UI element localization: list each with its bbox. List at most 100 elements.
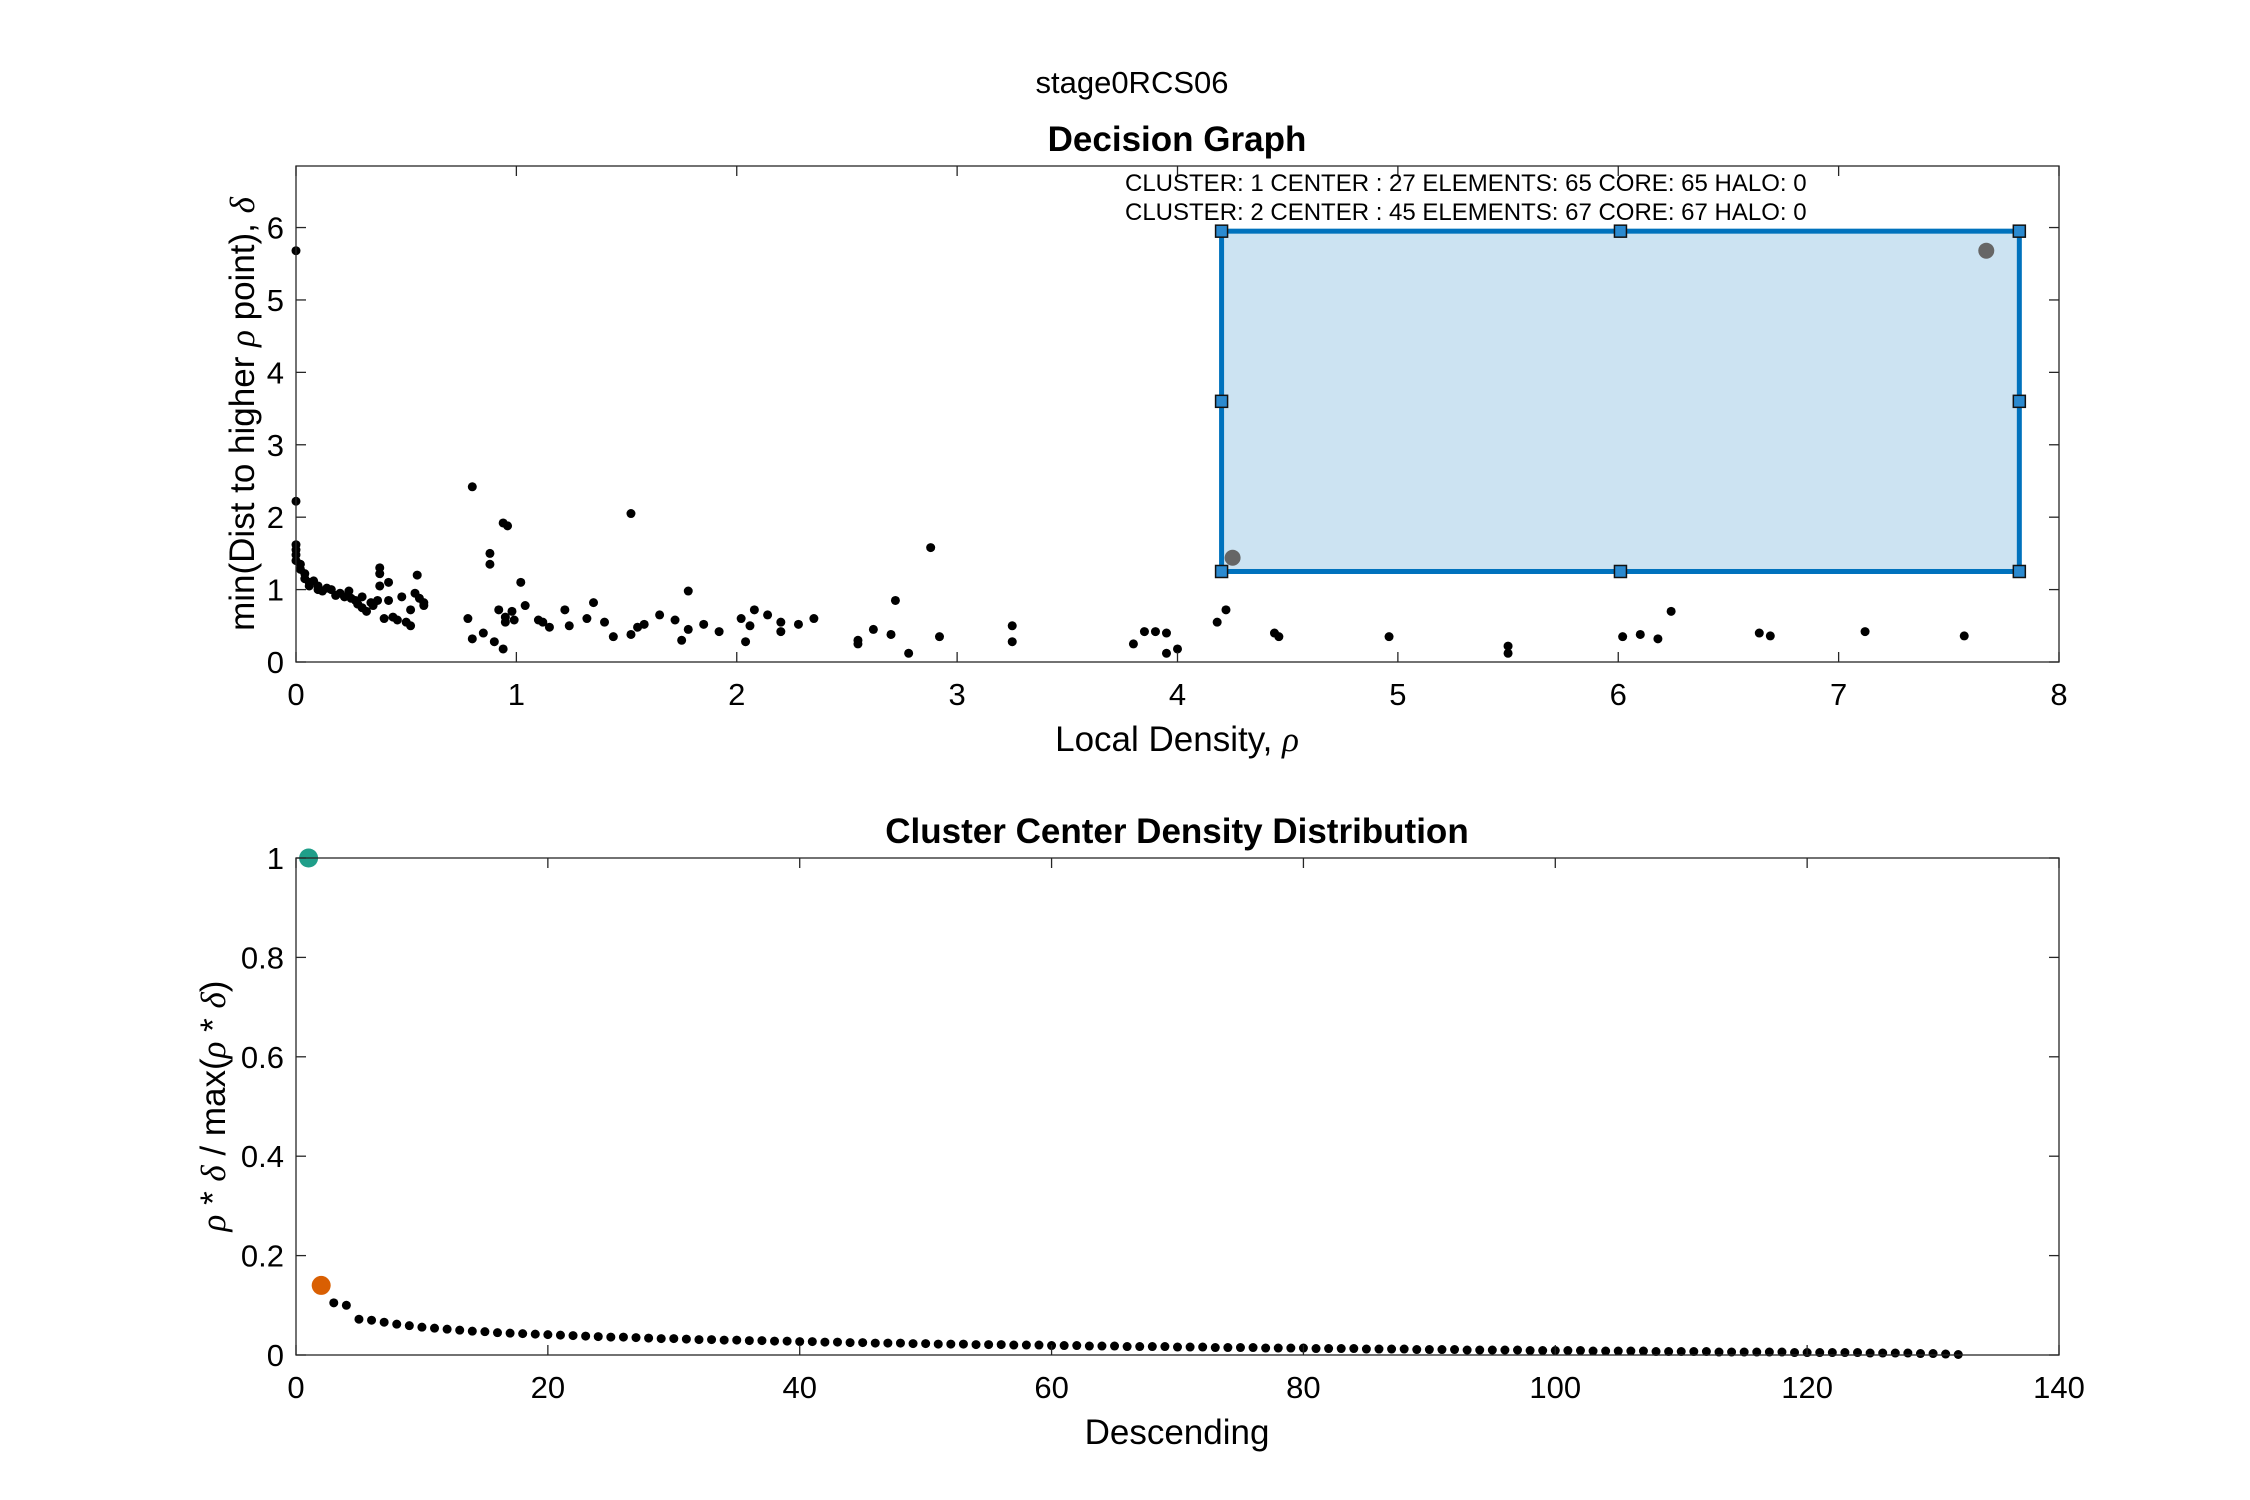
- density-point: [1311, 1344, 1321, 1354]
- selection-resize-handle[interactable]: [1214, 564, 1229, 579]
- data-point: [373, 595, 383, 605]
- density-point: [858, 1338, 868, 1348]
- selection-rectangle[interactable]: [1219, 228, 2022, 574]
- density-point: [1815, 1348, 1825, 1358]
- density-point: [631, 1333, 641, 1343]
- density-point: [555, 1330, 565, 1340]
- selection-resize-handle[interactable]: [2012, 394, 2027, 409]
- density-point: [455, 1325, 465, 1335]
- decision-graph-annotation-2: CLUSTER: 2 CENTER : 45 ELEMENTS: 67 CORE…: [1125, 199, 1807, 226]
- density-point: [1664, 1347, 1674, 1357]
- decision-graph-ticks: 0 1 2 3 4 5 6 7 8 0 1 2 3 4 5 6: [267, 166, 2068, 712]
- data-point: [1503, 648, 1513, 658]
- density-point: [1613, 1346, 1623, 1356]
- selection-resize-handle[interactable]: [1613, 224, 1628, 238]
- data-point: [1860, 627, 1870, 637]
- density-distribution-ytick-label: 0.8: [241, 940, 284, 975]
- density-point: [1223, 1343, 1233, 1353]
- density-distribution-xtick-label: 20: [531, 1370, 565, 1405]
- data-point: [763, 610, 773, 620]
- data-point: [1754, 628, 1764, 638]
- decision-graph-ytick-label: 5: [267, 283, 284, 318]
- density-point: [656, 1334, 666, 1344]
- selection-resize-handle[interactable]: [1214, 394, 1229, 409]
- data-point: [463, 614, 473, 624]
- density-point: [329, 1298, 339, 1308]
- data-point: [589, 598, 599, 608]
- density-point: [958, 1339, 968, 1349]
- density-point: [1399, 1344, 1409, 1354]
- data-point: [397, 592, 407, 602]
- density-point: [1487, 1345, 1497, 1355]
- data-point: [516, 577, 526, 587]
- data-point: [934, 632, 944, 642]
- density-point: [480, 1327, 490, 1337]
- density-point: [1210, 1343, 1220, 1353]
- density-point: [581, 1331, 591, 1341]
- density-point: [1727, 1347, 1737, 1357]
- decision-graph-xtick-label: 5: [1389, 677, 1406, 712]
- selected-data-point: [1224, 549, 1241, 566]
- density-point: [417, 1322, 427, 1332]
- density-point: [1412, 1345, 1422, 1355]
- density-point: [1072, 1341, 1082, 1351]
- data-point: [494, 605, 504, 615]
- decision-graph-axes: Decision Graph 0 1 2 3 4 5 6 7 8 0 1 2 3 4 5 6 CLUSTER:…: [223, 120, 2068, 759]
- density-point: [1475, 1345, 1485, 1355]
- data-point: [485, 559, 495, 569]
- density-point: [1563, 1346, 1573, 1356]
- density-point: [984, 1340, 994, 1350]
- data-point: [478, 628, 488, 638]
- data-point: [344, 586, 354, 596]
- data-point: [1765, 631, 1775, 641]
- density-point: [1286, 1343, 1296, 1353]
- density-distribution-ylabel: ρ * δ / max(ρ * δ): [194, 981, 233, 1233]
- data-point: [904, 648, 914, 658]
- density-point: [505, 1328, 515, 1338]
- density-point: [1110, 1341, 1120, 1351]
- density-point: [430, 1323, 440, 1333]
- density-point: [1147, 1342, 1157, 1352]
- data-point: [1274, 632, 1284, 642]
- density-point: [694, 1335, 704, 1345]
- density-point: [1324, 1344, 1334, 1354]
- density-distribution-axes: Cluster Center Density Distribution 0 20 4…: [194, 812, 2085, 1452]
- density-point: [845, 1338, 855, 1348]
- density-point: [1689, 1347, 1699, 1357]
- data-point: [886, 629, 896, 639]
- density-point: [492, 1328, 502, 1338]
- density-point: [971, 1340, 981, 1350]
- density-point: [1777, 1347, 1787, 1357]
- data-point: [375, 569, 385, 579]
- selection-resize-handle[interactable]: [1613, 564, 1628, 579]
- density-point: [379, 1317, 389, 1327]
- selection-resize-handle[interactable]: [2012, 224, 2027, 238]
- data-point: [392, 615, 402, 625]
- density-point: [946, 1339, 956, 1349]
- density-point: [1336, 1344, 1346, 1354]
- density-distribution-ticks: 0 20 40 60 80 100 120 140 0 0.2 0.4 0.6 0.8 1: [241, 841, 2085, 1405]
- density-distribution-ytick-label: 1: [267, 841, 284, 876]
- density-point: [1714, 1347, 1724, 1357]
- data-point: [412, 570, 422, 580]
- density-point: [1890, 1348, 1900, 1358]
- density-point: [593, 1332, 603, 1342]
- density-point: [1928, 1349, 1938, 1359]
- density-point: [518, 1329, 528, 1339]
- density-point: [1273, 1343, 1283, 1353]
- density-point: [1739, 1347, 1749, 1357]
- selection-resize-handle[interactable]: [2012, 564, 2027, 579]
- data-point: [809, 614, 819, 624]
- decision-graph-annotation-1: CLUSTER: 1 CENTER : 27 ELEMENTS: 65 CORE…: [1125, 170, 1807, 197]
- decision-graph-points: [291, 242, 1995, 658]
- selection-resize-handle[interactable]: [1214, 224, 1229, 238]
- density-point: [870, 1338, 880, 1348]
- density-distribution-ytick-label: 0: [267, 1338, 284, 1373]
- density-point: [467, 1326, 477, 1336]
- density-point: [1097, 1341, 1107, 1351]
- density-point: [1601, 1346, 1611, 1356]
- data-point: [1007, 621, 1017, 631]
- data-point: [520, 601, 530, 611]
- density-point: [921, 1339, 931, 1349]
- density-point: [820, 1337, 830, 1347]
